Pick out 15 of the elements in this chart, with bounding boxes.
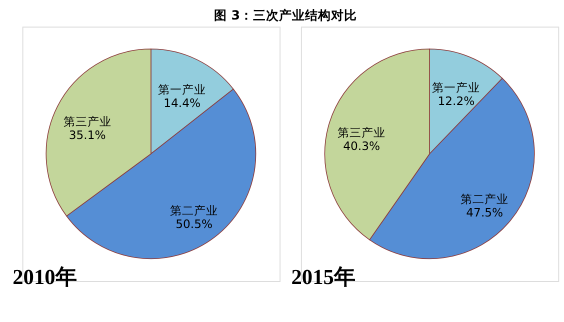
slice-label: 第二产业 — [170, 203, 218, 218]
data-label: 14.4% — [164, 96, 201, 110]
slice-label: 第三产业 — [63, 114, 112, 129]
data-label: 50.5% — [176, 217, 213, 232]
slice-label: 第一产业 — [432, 80, 480, 95]
slice-label: 第三产业 — [338, 125, 386, 140]
slice-label: 第一产业 — [158, 82, 206, 97]
data-label: 40.3% — [343, 138, 380, 153]
data-label: 35.1% — [68, 128, 106, 142]
slice-label: 第二产业 — [460, 192, 509, 206]
text: 图 3：三次产业结构对比 — [214, 7, 357, 22]
data-label: 47.5% — [466, 206, 504, 220]
text: 2015年 — [291, 264, 355, 289]
text: 2010年 — [12, 264, 76, 289]
data-label: 12.2% — [438, 94, 475, 108]
